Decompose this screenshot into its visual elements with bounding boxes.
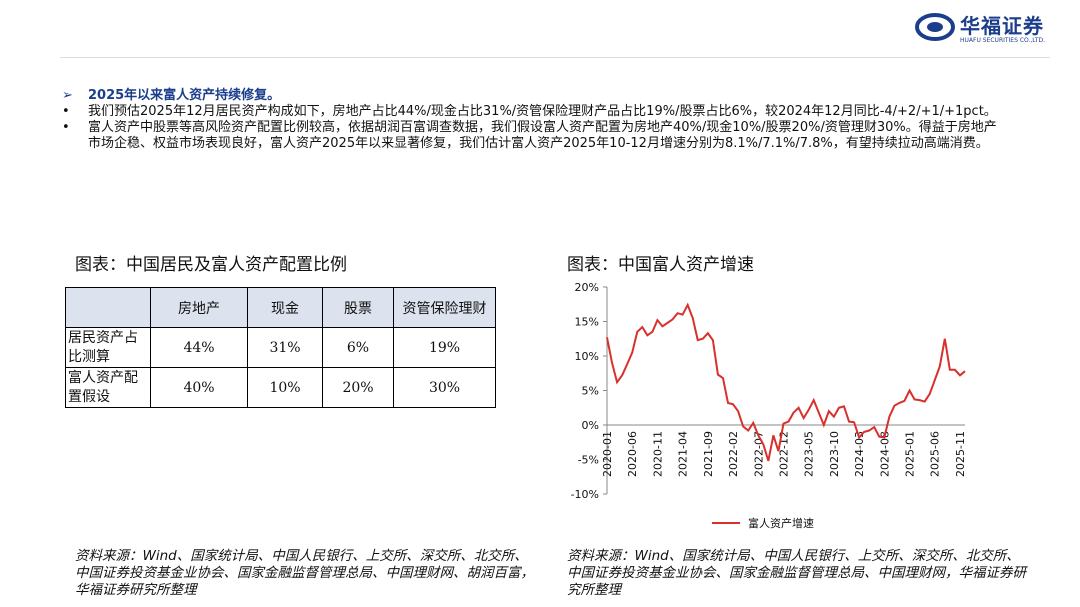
x-tick-label: 2025-06 [929,431,942,477]
cell: 10% [247,367,323,408]
y-tick-label: 15% [575,316,599,329]
row-label: 富人资产配置假设 [65,367,151,408]
cell: 44% [150,327,248,368]
summary: 2025年以来富人资产持续修复。 我们预估2025年12月居民资产构成如下，房地… [62,88,1007,152]
table: 房地产 现金 股票 资管保险理财 居民资产占比测算 44% 31% 6% 19%… [65,287,496,408]
x-tick-label: 2024-08 [878,431,891,477]
series-line [606,302,966,462]
x-tick-label: 2025-01 [904,431,917,477]
y-tick-label: 20% [575,281,599,294]
bullet: 富人资产中股票等高风险资产配置比例较高，依据胡润百富调查数据，我们假设富人资产配… [62,120,1007,152]
table-title: 图表：中国居民及富人资产配置比例 [75,255,347,275]
cell: 40% [150,367,248,408]
x-tick-label: 2023-10 [828,431,841,477]
divider [60,57,1050,58]
y-tick-label: -10% [571,488,599,501]
x-tick-label: 2020-06 [626,431,639,477]
bullet: 我们预估2025年12月居民资产构成如下，房地产占比44%/现金占比31%/资管… [62,104,1007,120]
x-tick-label: 2022-12 [777,431,790,477]
x-tick-label: 2020-01 [601,431,614,477]
x-tick-label: 2023-05 [803,431,816,477]
chart-title: 图表：中国富人资产增速 [567,255,754,275]
logo-name: 华福证券 [960,14,1044,38]
row: 富人资产配置假设 40% 10% 20% 30% [65,367,496,408]
x-tick-label: 2025-11 [954,431,967,477]
x-tick-label: 2021-04 [677,431,690,477]
cell: 31% [247,327,323,368]
cell: 20% [322,367,394,408]
heading: 2025年以来富人资产持续修复。 [62,88,1007,104]
logo-subtitle: HUAFU SECURITIES CO.,LTD. [960,37,1046,44]
y-tick-label: 5% [582,385,599,398]
cell: 30% [393,367,496,408]
x-tick-label: 2022-02 [727,431,740,477]
source-note: 资料来源：Wind、国家统计局、中国人民银行、上交所、深交所、北交所、中国证券投… [567,548,1026,598]
y-tick-label: 10% [575,350,599,363]
y-tick-label: 0% [582,419,599,432]
cell: 6% [322,327,394,368]
legend-label: 富人资产增速 [748,516,814,530]
row: 居民资产占比测算 44% 31% 6% 19% [65,327,496,368]
x-tick-label: 2020-11 [651,431,664,477]
row-label: 居民资产占比测算 [65,327,151,368]
corner [65,287,151,328]
x-tick-label: 2024-03 [853,431,866,477]
col-header: 资管保险理财 [393,287,496,328]
x-tick-label: 2021-09 [702,431,715,477]
source-note: 资料来源：Wind、国家统计局、中国人民银行、上交所、深交所、北交所、中国证券投… [75,548,534,598]
logo-icon [915,13,955,41]
y-tick-label: -5% [578,454,599,467]
